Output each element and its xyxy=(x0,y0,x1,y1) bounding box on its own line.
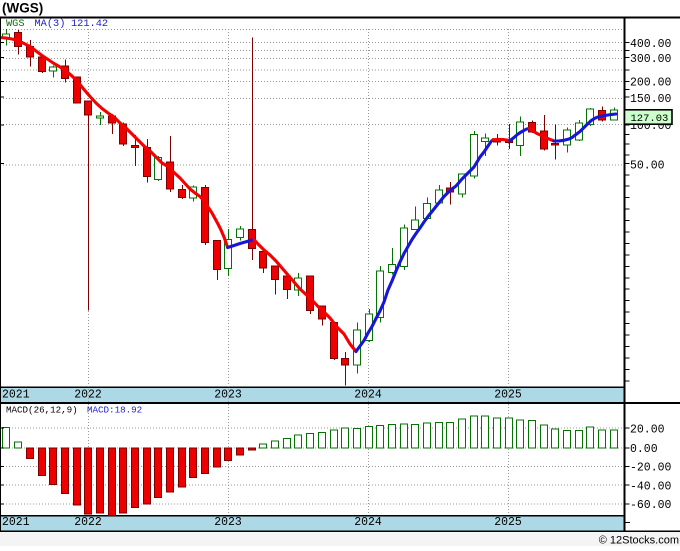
svg-text:2021: 2021 xyxy=(2,516,30,529)
svg-text:-60.00: -60.00 xyxy=(630,499,672,512)
svg-text:-40.00: -40.00 xyxy=(630,480,672,493)
svg-text:2022: 2022 xyxy=(74,516,102,529)
svg-text:400.00: 400.00 xyxy=(630,38,672,51)
svg-text:2025: 2025 xyxy=(494,516,522,529)
svg-text:200.00: 200.00 xyxy=(630,77,672,90)
svg-text:MA(3): MA(3) xyxy=(35,18,66,30)
svg-text:300.00: 300.00 xyxy=(630,53,672,66)
svg-text:2025: 2025 xyxy=(494,389,522,402)
svg-text:© 12Stocks.com: © 12Stocks.com xyxy=(599,535,679,547)
svg-text:MACD:18.92: MACD:18.92 xyxy=(87,404,142,415)
svg-text:MACD(26,12,9): MACD(26,12,9) xyxy=(6,404,78,415)
svg-text:0.00: 0.00 xyxy=(630,443,658,456)
svg-text:2021: 2021 xyxy=(2,389,30,402)
svg-text:2023: 2023 xyxy=(214,516,242,529)
svg-text:2022: 2022 xyxy=(74,389,102,402)
svg-text:150.00: 150.00 xyxy=(630,93,672,106)
svg-text:WGS: WGS xyxy=(6,18,25,30)
svg-text:121.42: 121.42 xyxy=(71,18,108,30)
svg-text:127.03: 127.03 xyxy=(631,113,669,125)
svg-text:-20.00: -20.00 xyxy=(630,462,672,475)
svg-text:20.00: 20.00 xyxy=(630,423,665,436)
svg-text:50.00: 50.00 xyxy=(630,159,665,172)
svg-text:(WGS): (WGS) xyxy=(2,1,43,16)
svg-text:2024: 2024 xyxy=(354,389,382,402)
svg-text:2024: 2024 xyxy=(354,516,382,529)
svg-text:2023: 2023 xyxy=(214,389,242,402)
